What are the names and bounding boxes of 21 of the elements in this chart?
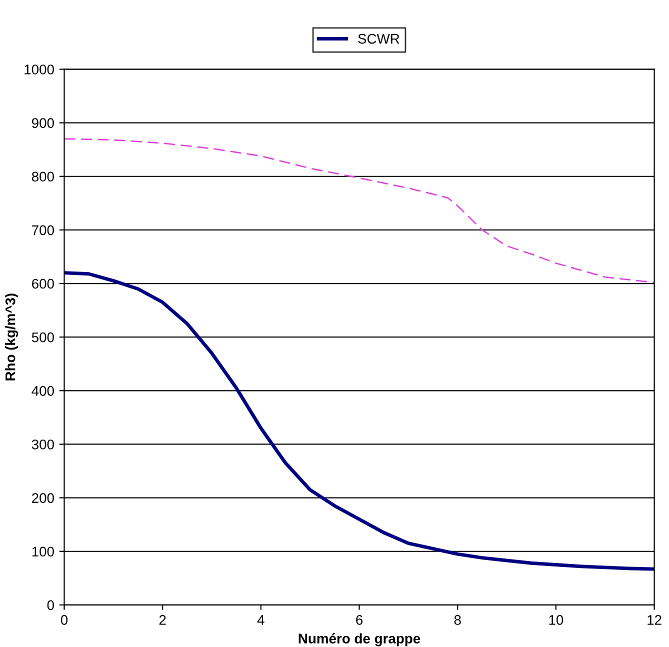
x-tick-label: 0	[60, 615, 68, 625]
y-tick-label: 500	[32, 332, 54, 342]
y-tick-label: 200	[32, 493, 54, 503]
y-tick-label: 1000	[24, 64, 54, 74]
x-tick-label: 2	[159, 615, 166, 625]
x-tick-label: 4	[257, 615, 264, 625]
x-tick-label: 6	[356, 615, 363, 625]
y-tick-label: 0	[47, 600, 54, 610]
y-tick-label: 100	[32, 546, 54, 557]
x-tick-label: 8	[454, 615, 461, 625]
y-tick-label: 300	[32, 440, 54, 450]
y-axis-title: Rho (kg/m^3)	[5, 294, 18, 380]
y-tick-label: 600	[32, 278, 54, 289]
x-tick-label: 12	[648, 615, 662, 625]
x-axis-title: Numéro de grappe	[298, 633, 420, 646]
y-tick-label: 400	[32, 386, 54, 396]
legend-label: SCWR	[358, 34, 400, 44]
y-tick-label: 900	[32, 118, 54, 128]
x-tick-label: 10	[549, 615, 564, 625]
y-tick-label: 700	[32, 225, 54, 236]
y-tick-label: 800	[32, 172, 54, 182]
